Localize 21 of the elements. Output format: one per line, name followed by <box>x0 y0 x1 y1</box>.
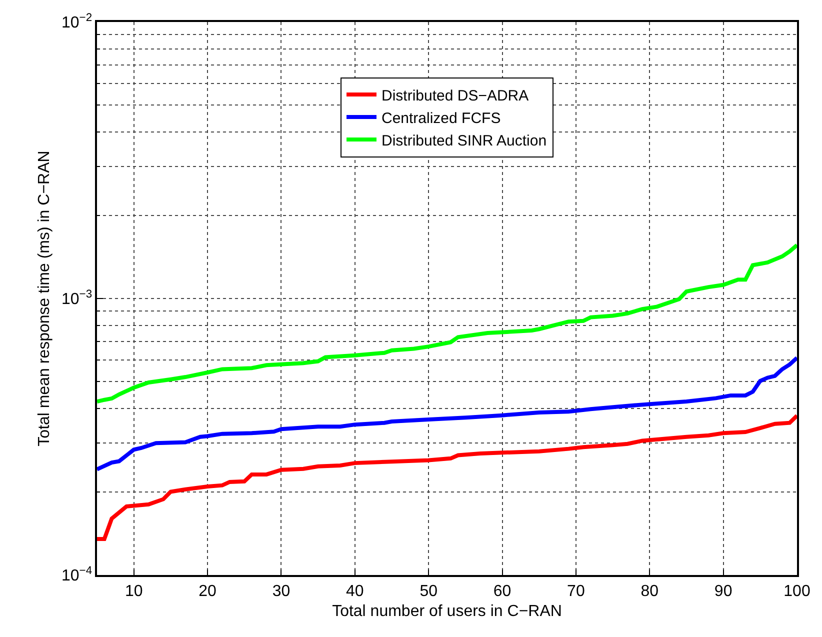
y-tick-label: 10$^{−3}$ <box>61 288 92 308</box>
x-tick-label: 30 <box>272 582 290 600</box>
x-tick-label: 10 <box>124 582 143 600</box>
x-tick-label: 70 <box>567 582 585 600</box>
legend-label: Distributed SINR Auction <box>382 132 547 150</box>
x-tick-label: 90 <box>714 582 732 600</box>
x-tick-label: 60 <box>493 582 512 600</box>
legend-label: Distributed DS−ADRA <box>382 87 529 104</box>
line-series <box>97 414 797 541</box>
x-tick-label: 40 <box>346 582 364 600</box>
legend-label: Centralized FCFS <box>382 110 501 127</box>
x-tick-label: 100 <box>784 582 810 600</box>
x-tick-label: 80 <box>640 582 659 600</box>
line-series <box>97 243 797 404</box>
line-series <box>97 356 797 472</box>
y-axis-title: Total mean response time (ms) in C−RAN <box>36 150 53 446</box>
x-tick-label: 50 <box>420 582 438 600</box>
y-tick-label: 10$^{−2}$ <box>61 12 92 32</box>
x-tick-label: 20 <box>198 582 217 600</box>
x-axis-title: Total number of users in C−RAN <box>332 603 562 620</box>
y-tick-label: 10$^{−4}$ <box>61 564 92 585</box>
